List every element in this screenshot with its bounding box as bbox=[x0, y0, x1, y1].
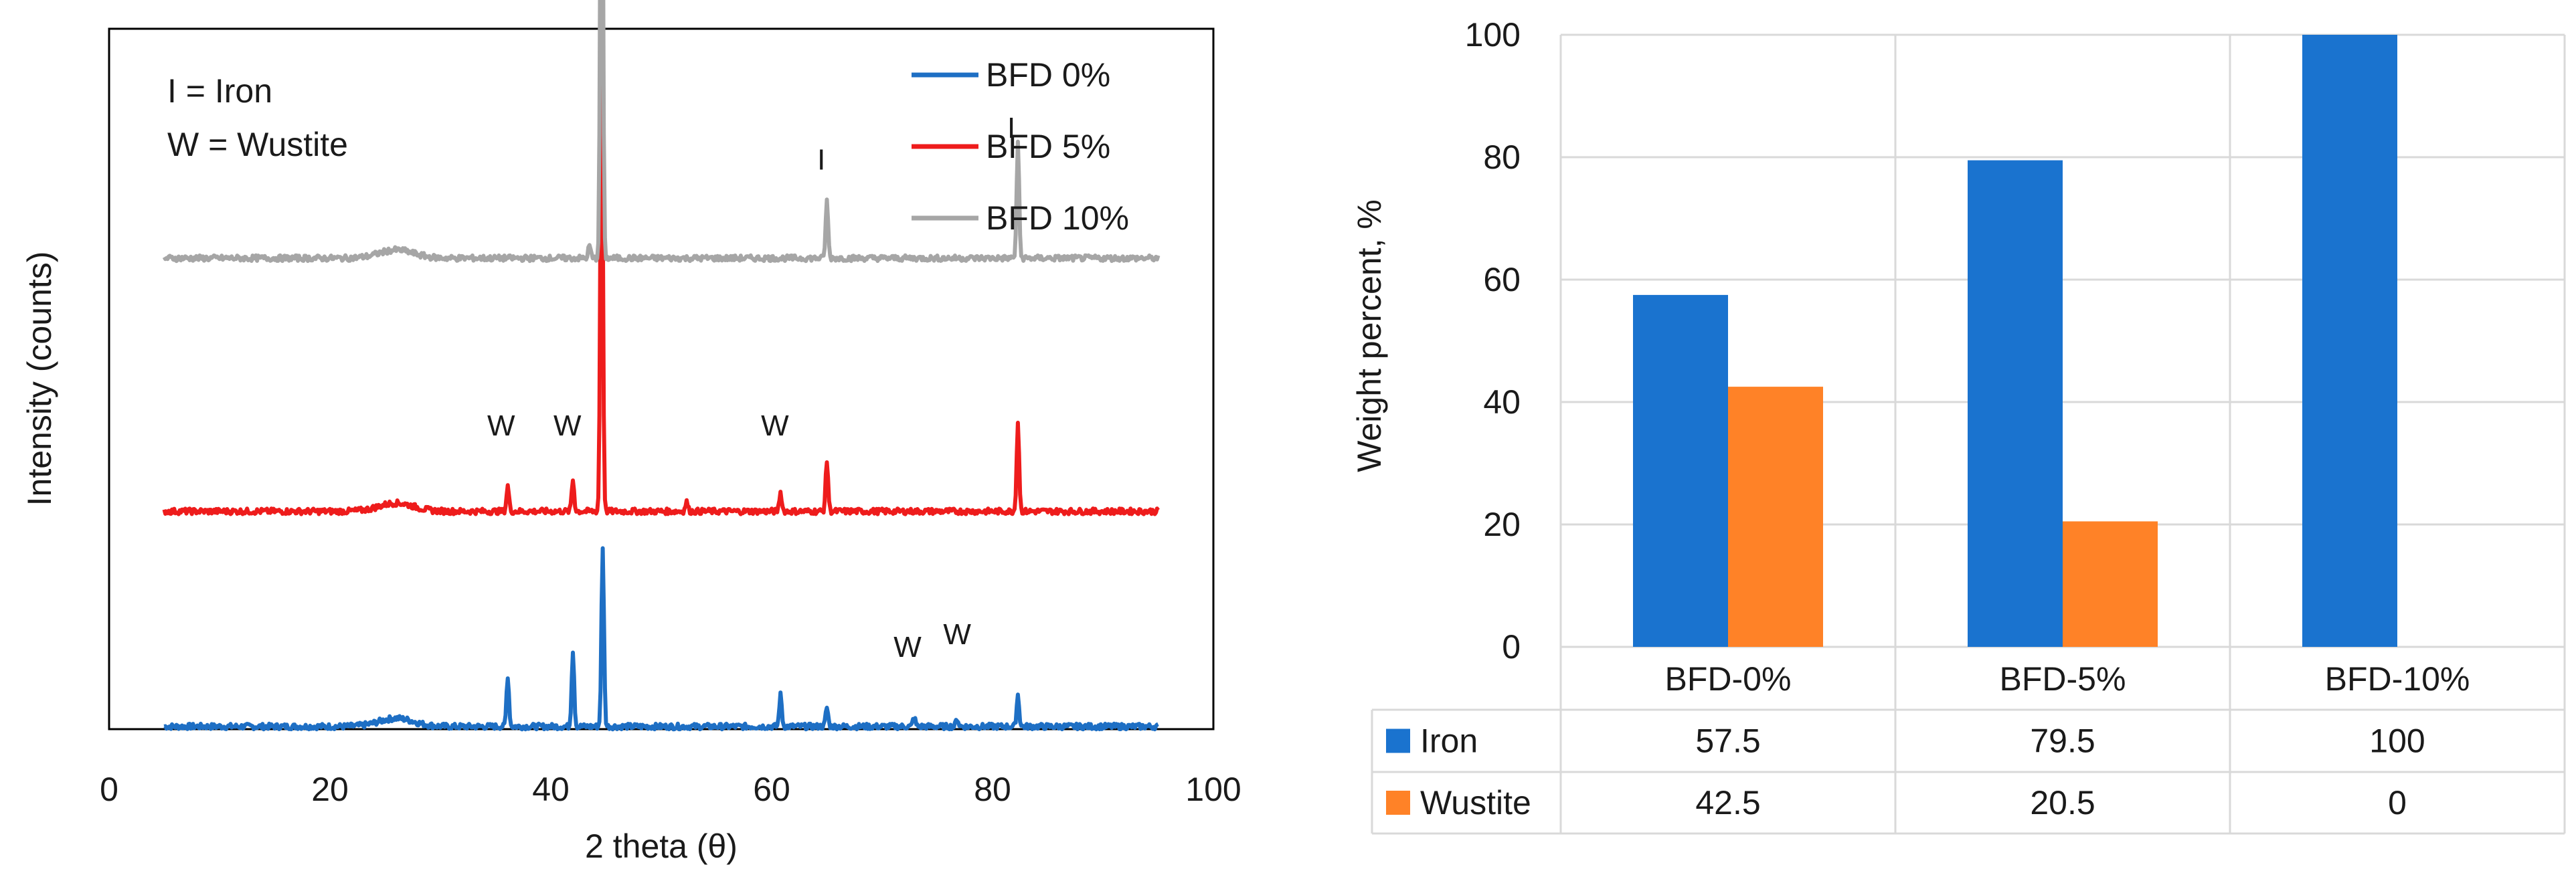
data-table: BFD-0% BFD-5% BFD-10% Iron 57.5 79.5 100 Wustit… bbox=[1371, 660, 2565, 835]
legend-label: BFD 5% bbox=[986, 128, 1110, 165]
y-tick-label: 100 bbox=[1465, 16, 1521, 54]
weight-percent-chart: 0 20 40 60 80 100 BFD-0% BFD-5% BFD-10% Iron 57.5… bbox=[1351, 16, 2566, 835]
bar-wustite-bfd5 bbox=[2063, 521, 2158, 647]
legend-label: BFD 10% bbox=[986, 199, 1129, 237]
x-tick-label: 80 bbox=[974, 771, 1011, 808]
trace-bfd-0- bbox=[163, 546, 1159, 732]
bar-iron-bfd5 bbox=[1968, 160, 2063, 648]
category-label: BFD-0% bbox=[1665, 660, 1792, 698]
bar-iron-bfd10 bbox=[2302, 35, 2397, 647]
peak-label: W bbox=[893, 631, 922, 664]
table-series-name: Wustite bbox=[1420, 784, 1531, 821]
bar-wustite-bfd0 bbox=[1728, 387, 1823, 647]
table-cell-value: 42.5 bbox=[1695, 784, 1760, 821]
peak-label: W bbox=[487, 409, 515, 442]
category-label: BFD-5% bbox=[2000, 660, 2126, 698]
x-axis-tick-labels: 0 20 40 60 80 100 bbox=[100, 771, 1241, 808]
x-tick-label: 100 bbox=[1185, 771, 1241, 808]
y-tick-label: 0 bbox=[1502, 628, 1521, 666]
table-cell-value: 20.5 bbox=[2030, 784, 2095, 821]
table-series-name: Iron bbox=[1420, 722, 1478, 760]
y-tick-label: 20 bbox=[1483, 506, 1521, 543]
peak-label: I bbox=[817, 144, 825, 177]
table-cell-value: 57.5 bbox=[1695, 722, 1760, 760]
y-tick-label: 80 bbox=[1483, 138, 1521, 176]
peak-label: W bbox=[761, 409, 789, 442]
x-tick-label: 60 bbox=[753, 771, 790, 808]
peak-annotations: IIIWWWWW bbox=[487, 112, 1015, 664]
trace-bfd-10- bbox=[162, 0, 1161, 264]
x-tick-label: 40 bbox=[532, 771, 570, 808]
y-tick-label: 60 bbox=[1483, 261, 1521, 298]
x-tick-label: 20 bbox=[311, 771, 349, 808]
table-cell-value: 100 bbox=[2369, 722, 2425, 760]
table-legend-swatch bbox=[1386, 728, 1410, 753]
peak-label: I bbox=[1007, 112, 1015, 144]
bar-y-tick-labels: 0 20 40 60 80 100 bbox=[1465, 16, 1521, 666]
x-axis-label: 2 theta (θ) bbox=[585, 827, 738, 865]
bar-y-axis-label: Weight percent, % bbox=[1351, 199, 1388, 472]
key-wustite: W = Wustite bbox=[167, 126, 348, 163]
x-tick-label: 0 bbox=[100, 771, 118, 808]
xrd-traces bbox=[162, 0, 1161, 732]
peak-label: W bbox=[943, 618, 971, 651]
bar-series bbox=[1633, 35, 2397, 648]
y-tick-label: 40 bbox=[1483, 383, 1521, 421]
table-cell-value: 0 bbox=[2388, 784, 2407, 821]
trace-bfd-5- bbox=[162, 48, 1160, 516]
peak-label: W bbox=[553, 409, 582, 442]
bar-iron-bfd0 bbox=[1633, 294, 1728, 647]
xrd-legend: BFD 0% BFD 5% BFD 10% bbox=[912, 56, 1129, 237]
legend-label: BFD 0% bbox=[986, 56, 1110, 94]
y-axis-label: Intensity (counts) bbox=[21, 252, 58, 506]
table-cell-value: 79.5 bbox=[2030, 722, 2095, 760]
table-legend-swatch bbox=[1386, 791, 1410, 815]
key-iron: I = Iron bbox=[167, 72, 272, 110]
category-label: BFD-10% bbox=[2325, 660, 2470, 698]
